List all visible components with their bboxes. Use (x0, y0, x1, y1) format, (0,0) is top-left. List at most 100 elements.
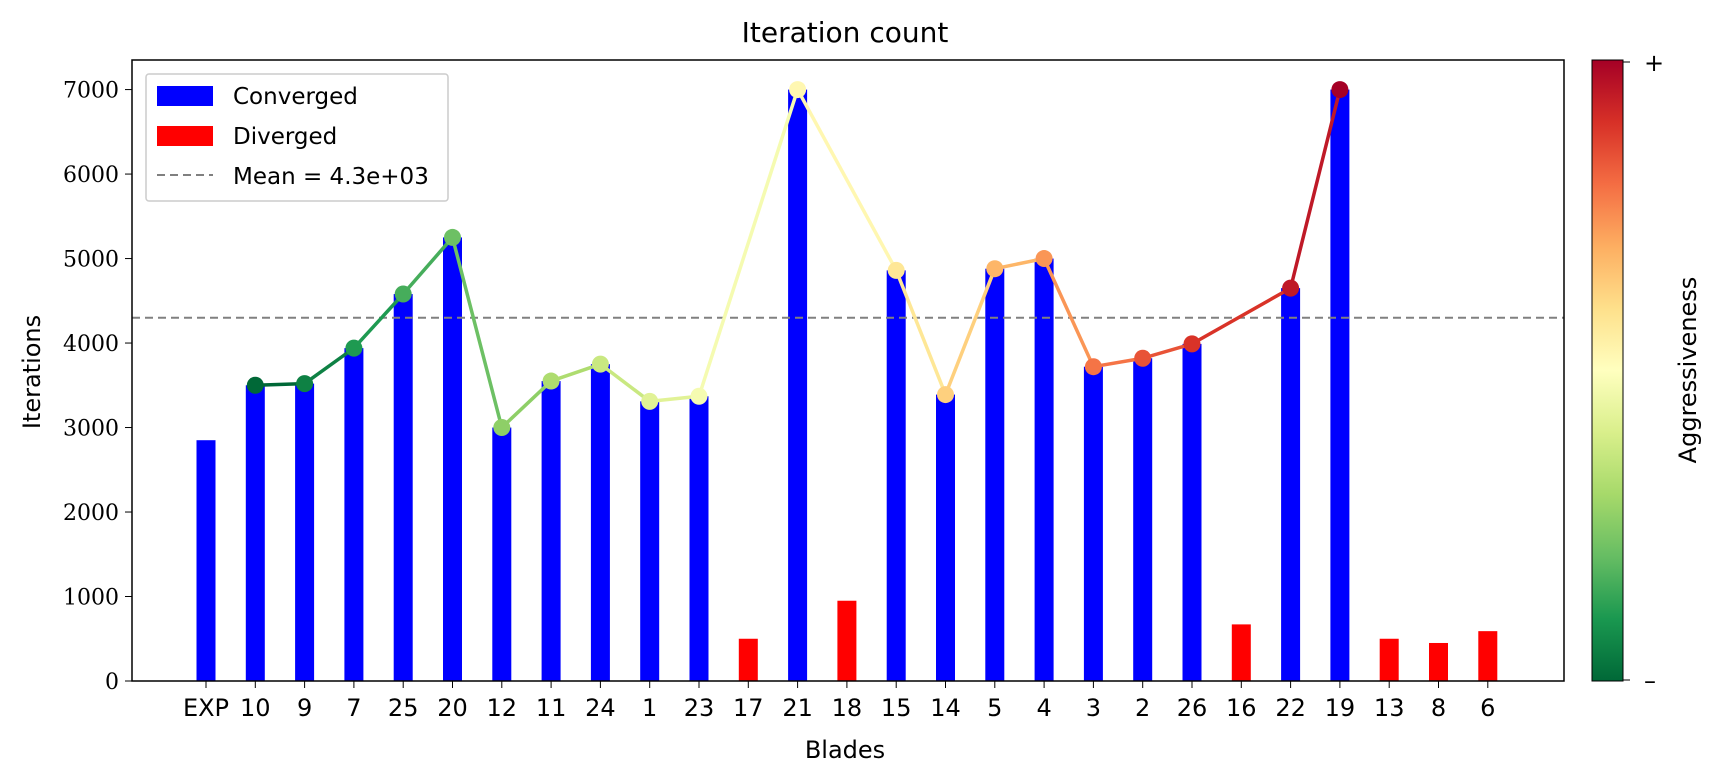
aggressiveness-point (296, 375, 314, 393)
aggressiveness-point (986, 260, 1004, 278)
y-axis-label: Iterations (18, 315, 46, 429)
x-tick-label: 21 (782, 694, 813, 722)
aggressiveness-point (591, 355, 609, 373)
aggressiveness-line-segment (795, 87, 898, 273)
aggressiveness-line-segment (549, 362, 603, 383)
colorbar-bottom-label: – (1644, 667, 1656, 695)
x-tick-label: 6 (1480, 694, 1495, 722)
aggressiveness-point (1134, 349, 1152, 367)
bar-converged (443, 237, 462, 681)
colorbar-top-label: + (1644, 49, 1664, 77)
aggressiveness-line-segment (450, 235, 504, 430)
x-tick-label: 19 (1325, 694, 1356, 722)
bar-converged (1182, 343, 1202, 681)
bar-diverged (1429, 642, 1448, 681)
legend-label-converged: Converged (233, 84, 358, 110)
aggressiveness-point (345, 339, 363, 357)
bar-diverged (837, 600, 857, 681)
aggressiveness-point (1282, 279, 1300, 297)
chart-title: Iteration count (742, 16, 949, 49)
bar-diverged (738, 638, 758, 681)
aggressiveness-line-segment (1288, 87, 1342, 290)
x-tick-label: 22 (1275, 694, 1306, 722)
bar-converged (985, 268, 1005, 681)
x-tick-label: 12 (487, 694, 518, 722)
y-tick-label: 3000 (63, 417, 119, 442)
x-tick-label: 9 (297, 694, 312, 722)
x-tick-label: 4 (1036, 694, 1051, 722)
x-tick-label: 3 (1086, 694, 1101, 722)
x-tick-label: 18 (832, 694, 863, 722)
bar-converged (541, 381, 561, 681)
aggressiveness-line-segment (598, 362, 652, 404)
aggressiveness-point (641, 392, 659, 410)
bar-converged (640, 401, 660, 681)
x-tick-label: 20 (437, 694, 468, 722)
x-tick-label: 15 (881, 694, 912, 722)
y-tick-label: 4000 (63, 332, 119, 357)
bar-converged (1083, 366, 1103, 681)
x-tick-label: EXP (183, 694, 229, 722)
y-tick-label: 7000 (63, 79, 119, 104)
bar-converged (689, 396, 709, 681)
bar-converged (590, 364, 610, 681)
aggressiveness-point (937, 386, 954, 404)
bar-converged (1133, 358, 1153, 681)
x-tick-label: 16 (1226, 694, 1257, 722)
aggressiveness-point (394, 285, 412, 303)
aggressiveness-line-segment (894, 268, 948, 397)
bar-converged (1034, 258, 1054, 681)
aggressiveness-line-segment (1190, 286, 1293, 346)
bar-converged (344, 348, 364, 681)
bar-diverged (1478, 631, 1498, 681)
x-tick-label: 17 (733, 694, 764, 722)
x-tick-label: 26 (1177, 694, 1208, 722)
x-tick-label: 8 (1431, 694, 1446, 722)
bar-diverged (1379, 638, 1399, 681)
aggressiveness-point (789, 81, 807, 99)
y-tick-label: 0 (105, 670, 119, 695)
bar-converged (245, 385, 265, 681)
aggressiveness-line-segment (352, 292, 405, 350)
legend-label-mean: Mean = 4.3e+03 (233, 164, 429, 190)
aggressiveness-line-segment (1140, 342, 1194, 360)
x-tick-label: 1 (642, 694, 657, 722)
aggressiveness-point (887, 261, 905, 279)
bar-converged (196, 440, 216, 681)
bar-converged (492, 427, 512, 681)
x-tick-label: 14 (930, 694, 961, 722)
x-tick-label: 11 (536, 694, 567, 722)
y-tick-label: 1000 (63, 586, 119, 611)
colorbar-label: Aggressiveness (1674, 277, 1702, 464)
aggressiveness-line-segment (943, 266, 997, 397)
bar-converged (886, 270, 906, 681)
x-tick-label: 10 (240, 694, 271, 722)
aggressiveness-point (690, 387, 708, 405)
x-tick-label: 23 (684, 694, 715, 722)
plot-frame (131, 59, 1565, 682)
y-tick-label: 2000 (63, 501, 119, 526)
aggressiveness-point (493, 419, 511, 437)
bar-converged (1281, 288, 1301, 681)
aggressiveness-line-segment (1042, 256, 1096, 369)
aggressiveness-point (444, 228, 461, 246)
aggressiveness-point (542, 372, 560, 390)
aggressiveness-point (1084, 358, 1102, 376)
legend-swatch-converged (157, 86, 213, 106)
aggressiveness-point (1035, 250, 1053, 268)
x-tick-label: 5 (987, 694, 1002, 722)
y-tick-label: 5000 (63, 248, 119, 273)
bar-converged (295, 383, 315, 681)
x-tick-label: 2 (1135, 694, 1150, 722)
aggressiveness-line-segment (697, 87, 800, 399)
aggressiveness-line-segment (500, 379, 553, 430)
bar-converged (1330, 89, 1350, 682)
x-tick-label: 7 (346, 694, 361, 722)
aggressiveness-point (1331, 81, 1349, 99)
bar-converged (788, 89, 808, 682)
x-tick-label: 13 (1374, 694, 1405, 722)
colorbar: + – Aggressiveness (1591, 49, 1702, 695)
